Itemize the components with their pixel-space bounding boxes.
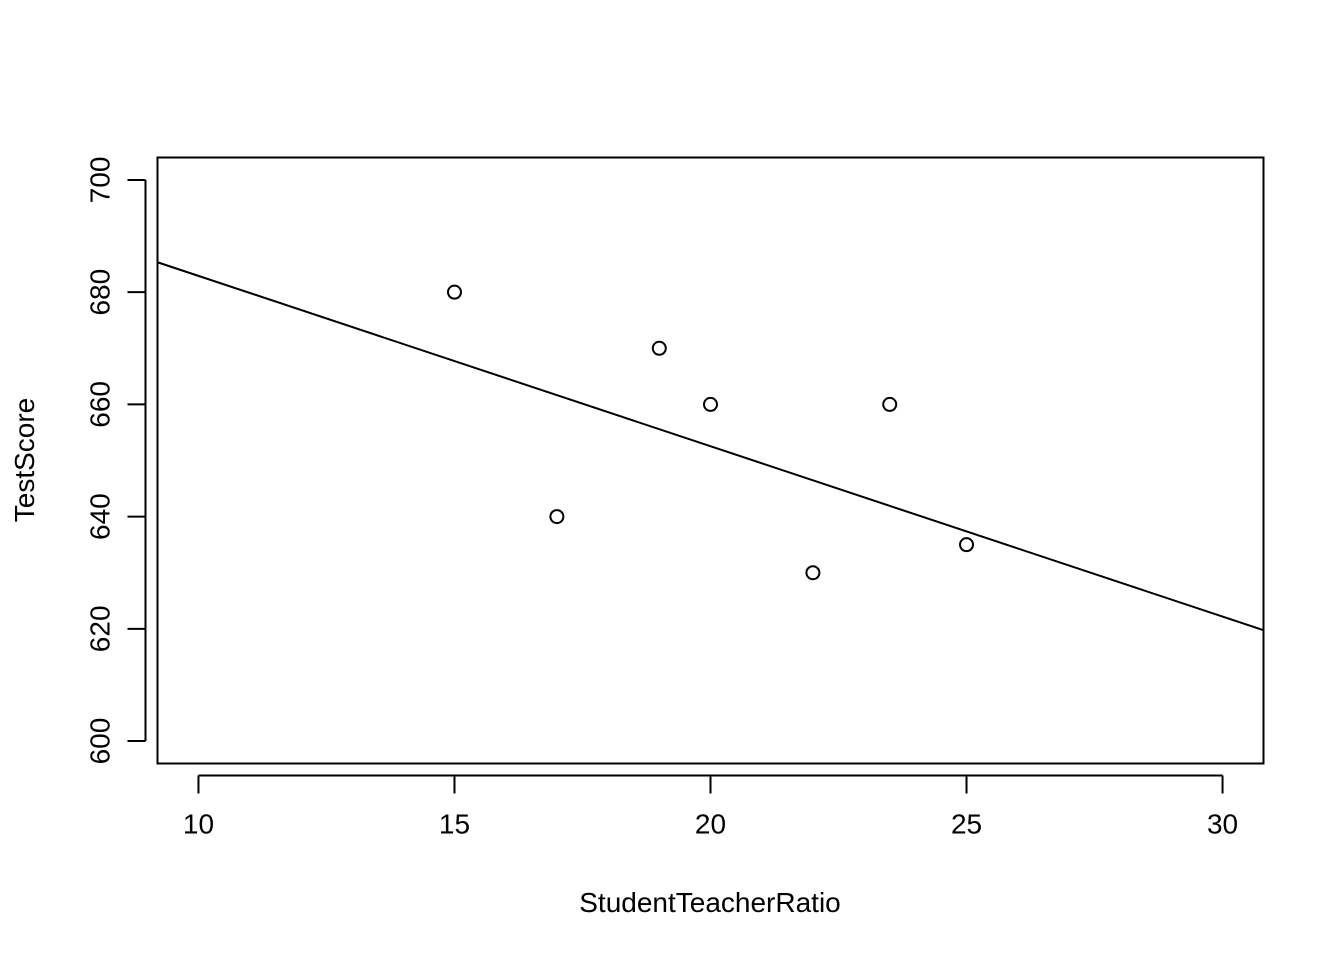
data-point <box>446 284 462 300</box>
data-point <box>882 396 898 412</box>
x-tick-label: 30 <box>1207 809 1238 840</box>
plot-frame <box>156 156 1265 765</box>
y-axis: 600 620 640 660 680 700 <box>85 157 147 765</box>
x-axis-title: StudentTeacherRatio <box>579 887 841 918</box>
y-tick-label: 660 <box>85 381 116 428</box>
x-tick-label: 25 <box>951 809 982 840</box>
data-point <box>805 565 821 581</box>
y-tick-label: 620 <box>85 605 116 652</box>
x-axis: 10 15 20 25 30 <box>183 774 1238 840</box>
y-tick-label: 700 <box>85 157 116 204</box>
x-tick-label: 10 <box>183 809 214 840</box>
y-axis-title: TestScore <box>9 398 40 523</box>
y-tick-label: 640 <box>85 493 116 540</box>
regression-line-layer <box>157 261 1264 632</box>
x-tick-label: 15 <box>439 809 470 840</box>
data-point <box>703 396 718 412</box>
y-tick-label: 680 <box>85 269 116 316</box>
y-tick-label: 600 <box>85 718 116 765</box>
x-tick-label: 20 <box>695 809 726 840</box>
points-layer <box>446 284 975 581</box>
regression-line <box>157 261 1264 632</box>
data-point <box>549 509 565 525</box>
data-point <box>651 340 667 356</box>
data-point <box>959 537 975 553</box>
